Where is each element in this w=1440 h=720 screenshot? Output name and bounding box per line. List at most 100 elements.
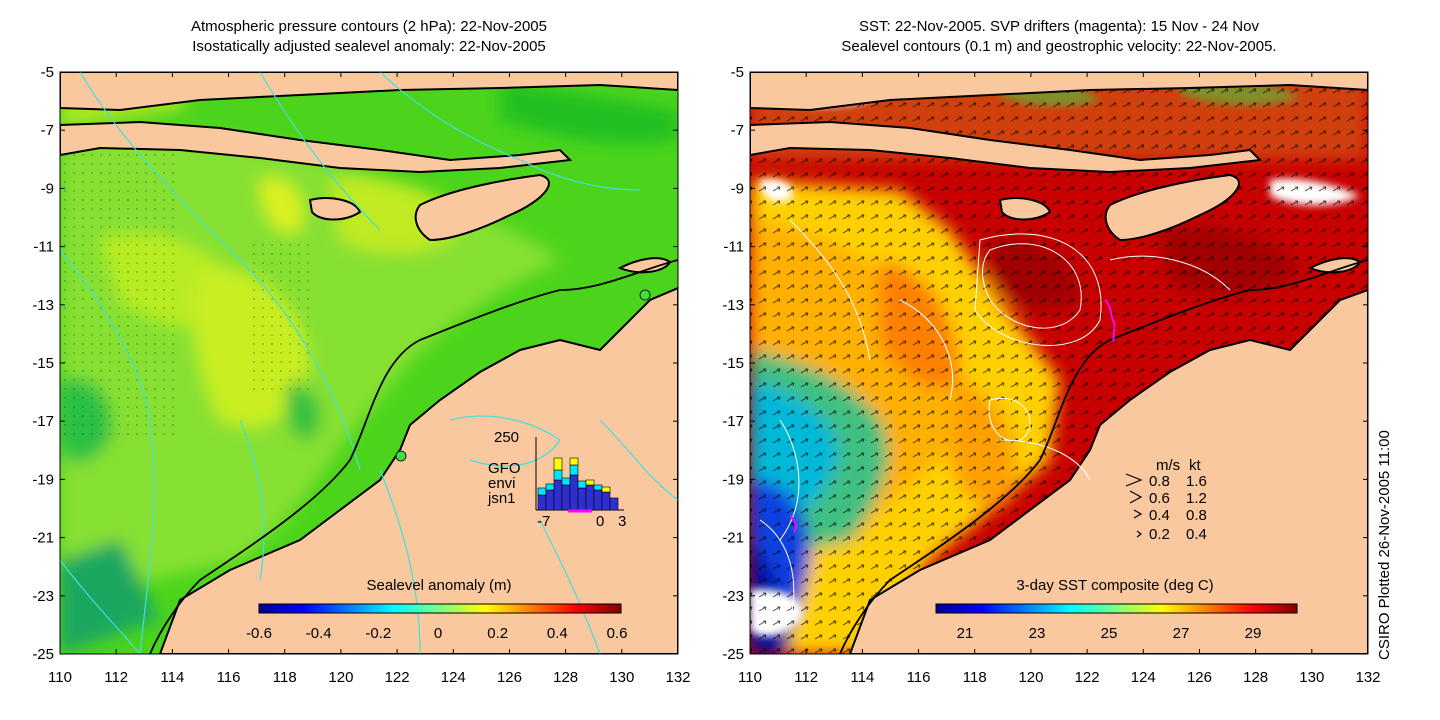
left-colorbar-tick-label: 0.2 (487, 625, 508, 642)
left-colorbar: Sealevel anomaly (m) -0.6 -0.4 -0.2 0 0.2 0.4… (246, 577, 627, 642)
velocity-legend: m/s kt 0.8 1.6 0.6 1.2 0.4 0.8 0.2 0.4 (1125, 457, 1207, 543)
left-x-tick-label: 130 (609, 669, 634, 686)
right-y-tick-label: -13 (722, 297, 744, 314)
left-colorbar-tick-label: 0.4 (547, 625, 568, 642)
velocity-legend-arrow (1133, 509, 1143, 519)
inset-bars (537, 457, 619, 511)
right-x-tick-label: 114 (850, 669, 874, 686)
right-map (750, 72, 1368, 654)
right-y-tick-label: -9 (731, 180, 744, 197)
velocity-legend-ms: 0.4 (1149, 507, 1170, 524)
right-title-line1: SST: 22-Nov-2005. SVP drifters (magenta)… (859, 18, 1259, 35)
velocity-legend-ms: 0.2 (1149, 526, 1170, 543)
inset-xtick-label: 3 (618, 513, 626, 530)
left-x-tick-label: 126 (497, 669, 522, 686)
right-colorbar: 3-day SST composite (deg C) 21 23 25 27 29 (935, 577, 1298, 642)
inset-legend-gfo: GFO (488, 460, 521, 477)
station-marker (395, 450, 407, 462)
right-title-line2: Sealevel contours (0.1 m) and geostrophi… (841, 38, 1277, 55)
left-colorbar-ramp (258, 603, 622, 614)
right-x-tick-label: 130 (1299, 669, 1324, 686)
left-x-tick-label: 110 (48, 669, 72, 686)
velocity-legend-arrow (1129, 490, 1143, 504)
right-x-tick-label: 122 (1075, 669, 1100, 686)
left-x-tick-label: 122 (385, 669, 410, 686)
left-title: Atmospheric pressure contours (2 hPa): 2… (60, 17, 678, 57)
sealevel-contours (759, 219, 1231, 621)
left-title-line2: Isostatically adjusted sealevel anomaly:… (192, 38, 546, 55)
left-colorbar-tick-label: 0.6 (607, 625, 628, 642)
velocity-legend-header-ms: m/s (1156, 457, 1180, 474)
left-y-tick-label: -9 (41, 180, 54, 197)
left-x-tick-label: 124 (441, 669, 466, 686)
right-colorbar-ticks: 21 23 25 27 29 (957, 625, 1262, 642)
right-colorbar-ramp (935, 603, 1298, 614)
right-colorbar-tick-label: 23 (1029, 625, 1046, 642)
right-x-tick-label: 126 (1187, 669, 1212, 686)
left-y-tick-label: -15 (32, 355, 54, 372)
right-landmass (750, 72, 1368, 654)
right-colorbar-tick-label: 29 (1245, 625, 1262, 642)
left-landmass (60, 72, 678, 654)
map-axes: 110 112 114 116 118 120 122 124 126 128 130 132 -5 -7… (32, 64, 1380, 686)
right-y-tick-label: -15 (722, 355, 744, 372)
right-colorbar-tick-label: 21 (957, 625, 974, 642)
velocity-legend-arrow (1136, 530, 1142, 538)
right-y-tick-label: -7 (731, 122, 744, 139)
left-x-tick-label: 116 (217, 669, 241, 686)
right-y-tick-label: -25 (722, 646, 744, 663)
right-colorbar-tick-label: 27 (1173, 625, 1190, 642)
left-y-tick-label: -11 (33, 239, 54, 256)
left-x-tick-label: 114 (160, 669, 184, 686)
left-y-tick-label: -23 (32, 588, 54, 605)
left-y-tick-label: -21 (32, 530, 54, 547)
left-colorbar-tick-label: -0.4 (306, 625, 332, 642)
velocity-legend-ms: 0.6 (1149, 490, 1170, 507)
velocity-legend-kt: 0.4 (1186, 526, 1207, 543)
left-x-tick-label: 118 (273, 669, 297, 686)
left-title-line1: Atmospheric pressure contours (2 hPa): 2… (190, 18, 547, 35)
left-colorbar-ticks: -0.6 -0.4 -0.2 0 0.2 0.4 0.6 (246, 625, 627, 642)
left-colorbar-tick-label: 0 (434, 625, 442, 642)
inset-xtick-label: 0 (596, 513, 604, 530)
right-colorbar-label: 3-day SST composite (deg C) (1016, 577, 1213, 594)
right-y-tick-label: -21 (722, 530, 744, 547)
pressure-contours (60, 72, 678, 654)
right-x-tick-label: 118 (963, 669, 987, 686)
svp-drifter-tracks (789, 299, 1116, 533)
right-colorbar-tick-label: 25 (1101, 625, 1118, 642)
velocity-legend-header-kt: kt (1189, 457, 1202, 474)
left-map (60, 72, 678, 654)
right-y-tick-label: -11 (723, 239, 744, 256)
left-x-tick-label: 128 (553, 669, 578, 686)
left-y-tick-label: -17 (32, 413, 54, 430)
right-y-tick-label: -17 (722, 413, 744, 430)
right-x-tick-label: 128 (1243, 669, 1268, 686)
left-x-tick-label: 120 (328, 669, 353, 686)
left-y-tick-label: -5 (41, 64, 54, 81)
inset-legend-envi: envi (488, 475, 516, 492)
velocity-legend-kt: 1.2 (1186, 490, 1207, 507)
velocity-legend-kt: 1.6 (1186, 473, 1207, 490)
left-colorbar-tick-label: -0.6 (246, 625, 272, 642)
inset-xtick-label: -7 (537, 513, 550, 530)
left-stipple (60, 140, 310, 440)
right-x-tick-label: 112 (794, 669, 818, 686)
velocity-legend-kt: 0.8 (1186, 507, 1207, 524)
left-y-tick-label: -19 (32, 471, 54, 488)
right-x-tick-label: 132 (1355, 669, 1380, 686)
right-y-tick-label: -19 (722, 471, 744, 488)
station-marker (639, 289, 651, 301)
right-x-tick-label: 120 (1018, 669, 1043, 686)
inset-legend-jsn1: jsn1 (487, 490, 516, 507)
left-colorbar-label: Sealevel anomaly (m) (366, 577, 511, 594)
left-x-tick-label: 112 (104, 669, 128, 686)
left-bathymetry-contour (149, 259, 678, 654)
right-x-tick-label: 116 (907, 669, 931, 686)
left-y-tick-label: -7 (41, 122, 54, 139)
left-x-tick-label: 132 (665, 669, 690, 686)
inset-histogram: 250 -7 0 3 GFO envi jsn1 (487, 429, 626, 530)
right-x-tick-label: 110 (738, 669, 762, 686)
right-x-tick-label: 124 (1131, 669, 1156, 686)
